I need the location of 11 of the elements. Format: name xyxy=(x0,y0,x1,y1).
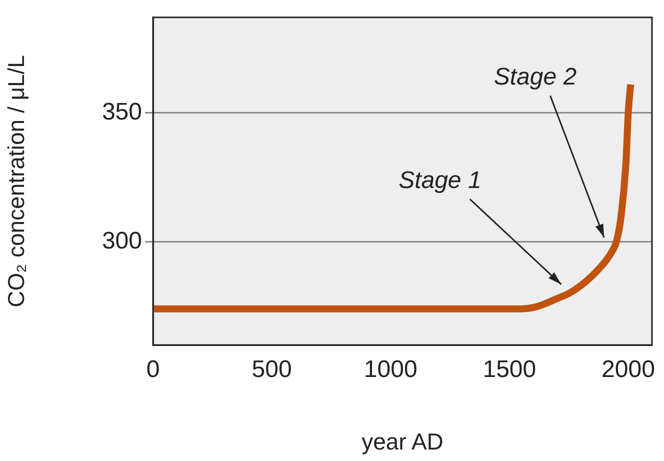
x-tick-label: 0 xyxy=(146,356,160,384)
x-tick-label: 1000 xyxy=(364,356,418,384)
y-axis-title: CO₂ concentration / μL/L xyxy=(3,54,30,308)
x-axis-title: year AD xyxy=(362,428,444,455)
x-tick-label: 2000 xyxy=(602,356,655,384)
y-tick-label: 300 xyxy=(102,227,142,254)
y-tick-label: 350 xyxy=(102,98,142,126)
annotation: Stage 2 xyxy=(494,63,577,90)
x-tick-label: 1500 xyxy=(482,356,536,384)
annotation: Stage 1 xyxy=(398,166,482,194)
x-tick-label: 500 xyxy=(252,356,292,384)
